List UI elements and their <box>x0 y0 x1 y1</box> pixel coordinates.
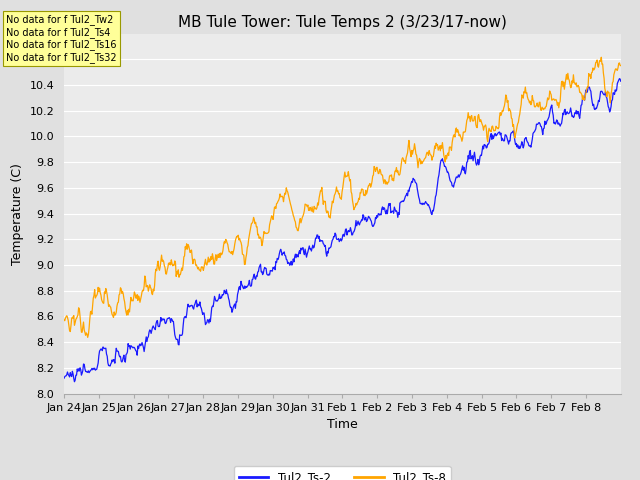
Tul2_Ts-8 <box>617 63 625 69</box>
Tul2_Ts-8 <box>415 156 423 161</box>
Tul2_Ts-2 <box>540 125 548 131</box>
Tul2_Ts-2 <box>415 196 423 202</box>
X-axis label: Time: Time <box>327 418 358 431</box>
Tul2_Ts-2 <box>60 375 68 381</box>
Tul2_Ts-2 <box>70 379 78 384</box>
Tul2_Ts-8 <box>483 135 491 141</box>
Line: Tul2_Ts-2: Tul2_Ts-2 <box>64 79 621 382</box>
Tul2_Ts-2 <box>384 205 392 211</box>
Line: Tul2_Ts-8: Tul2_Ts-8 <box>64 57 621 337</box>
Title: MB Tule Tower: Tule Temps 2 (3/23/17-now): MB Tule Tower: Tule Temps 2 (3/23/17-now… <box>178 15 507 30</box>
Legend: Tul2_Ts-2, Tul2_Ts-8: Tul2_Ts-2, Tul2_Ts-8 <box>234 466 451 480</box>
Tul2_Ts-2 <box>616 76 623 82</box>
Tul2_Ts-2 <box>399 198 406 204</box>
Text: No data for f Tul2_Tw2
No data for f Tul2_Ts4
No data for f Tul2_Ts16
No data fo: No data for f Tul2_Tw2 No data for f Tul… <box>6 14 117 63</box>
Y-axis label: Temperature (C): Temperature (C) <box>11 163 24 264</box>
Tul2_Ts-2 <box>95 353 102 359</box>
Tul2_Ts-2 <box>617 78 625 84</box>
Tul2_Ts-8 <box>384 180 392 185</box>
Tul2_Ts-8 <box>540 105 548 111</box>
Tul2_Ts-8 <box>84 335 92 340</box>
Tul2_Ts-8 <box>598 54 605 60</box>
Tul2_Ts-8 <box>95 288 102 294</box>
Tul2_Ts-2 <box>483 144 491 150</box>
Tul2_Ts-8 <box>399 155 406 161</box>
Tul2_Ts-8 <box>60 317 68 323</box>
